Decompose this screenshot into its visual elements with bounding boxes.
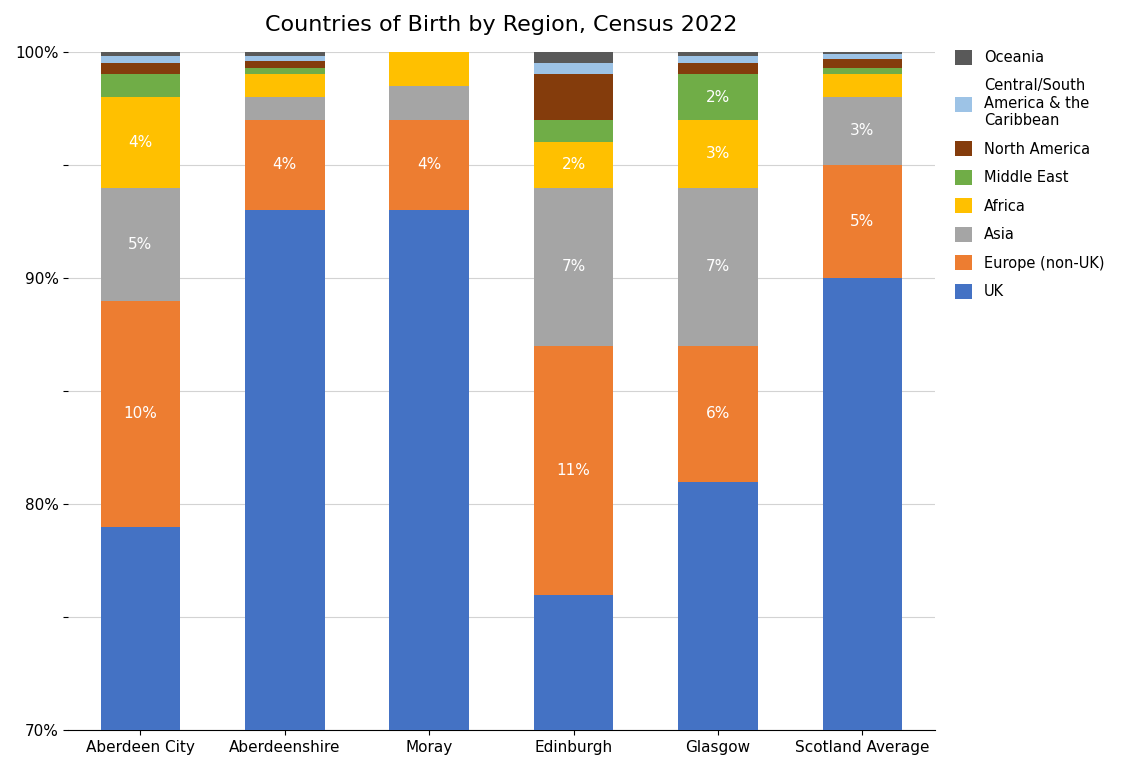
Bar [534,594,614,770]
Text: 3%: 3% [706,146,731,161]
Bar [678,188,758,346]
Text: 7%: 7% [562,259,586,274]
Legend: Oceania, Central/South
America & the
Caribbean, North America, Middle East, Afri: Oceania, Central/South America & the Car… [951,45,1109,303]
Bar [823,68,903,75]
Bar [678,119,758,188]
Bar [678,481,758,770]
Bar [101,188,180,300]
Bar [101,97,180,188]
Bar [678,346,758,481]
Text: 4%: 4% [128,135,153,150]
Bar [101,63,180,75]
Bar [245,52,325,56]
Bar [101,52,180,56]
Bar [101,300,180,527]
Bar [245,210,325,770]
Bar [534,52,614,63]
Text: 6%: 6% [706,406,731,421]
Bar [678,75,758,119]
Text: 7%: 7% [706,259,731,274]
Bar [390,0,469,85]
Text: 2%: 2% [562,157,586,172]
Bar [245,61,325,68]
Bar [678,63,758,75]
Text: 2%: 2% [706,89,731,105]
Bar [678,56,758,63]
Bar [823,278,903,770]
Bar [534,346,614,594]
Bar [823,97,903,165]
Bar [534,75,614,119]
Bar [823,75,903,97]
Bar [101,527,180,770]
Text: 5%: 5% [850,214,874,229]
Bar [534,63,614,75]
Text: 4%: 4% [273,157,297,172]
Bar [823,54,903,59]
Text: 11%: 11% [556,463,590,477]
Bar [390,210,469,770]
Bar [245,68,325,75]
Bar [823,52,903,54]
Bar [245,97,325,119]
Text: 5%: 5% [128,236,153,252]
Bar [101,56,180,63]
Bar [245,119,325,210]
Bar [101,75,180,97]
Bar [534,188,614,346]
Text: 3%: 3% [850,123,874,139]
Bar [245,56,325,61]
Bar [534,142,614,188]
Bar [245,75,325,97]
Bar [390,119,469,210]
Bar [390,85,469,119]
Bar [823,165,903,278]
Bar [534,119,614,142]
Bar [678,52,758,56]
Text: 4%: 4% [417,157,442,172]
Text: 10%: 10% [124,406,157,421]
Bar [823,59,903,68]
Title: Countries of Birth by Region, Census 2022: Countries of Birth by Region, Census 202… [265,15,737,35]
